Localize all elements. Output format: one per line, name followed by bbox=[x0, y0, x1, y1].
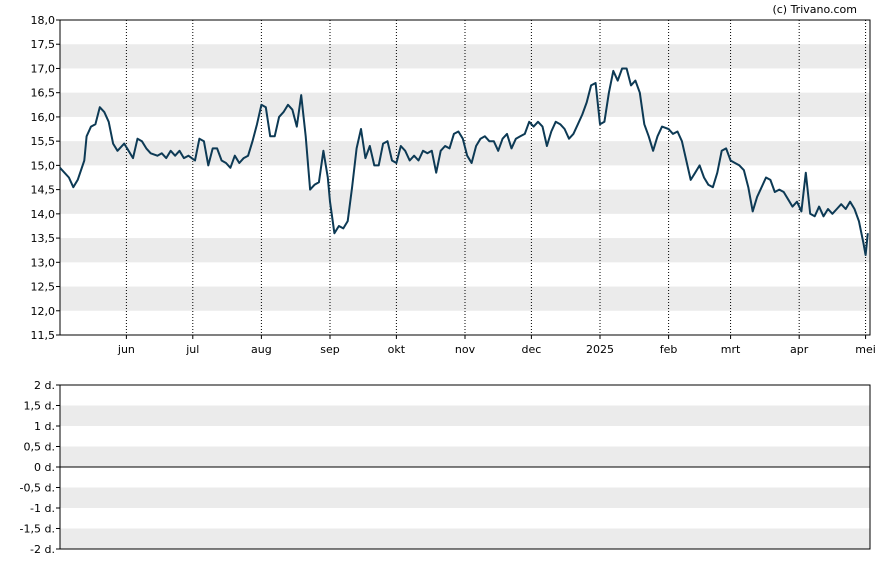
x-tick-label: sep bbox=[320, 343, 339, 356]
x-tick-label: nov bbox=[455, 343, 476, 356]
x-tick-label: mei bbox=[855, 343, 876, 356]
x-tick-label: mrt bbox=[721, 343, 741, 356]
y-tick-label: 17,5 bbox=[31, 38, 56, 51]
y-tick-label: 11,5 bbox=[31, 329, 56, 342]
grid-band bbox=[60, 238, 870, 263]
volume-chart: 2 d. 1,5 d. 1 d. 0,5 d. 0 d. -0,5 d. -1 d. -1,5… bbox=[20, 379, 871, 556]
x-tick-label: aug bbox=[251, 343, 272, 356]
credit-text: (c) Trivano.com bbox=[772, 3, 857, 16]
y-tick-label: 0,5 d. bbox=[24, 441, 55, 454]
grid-band bbox=[60, 405, 870, 426]
x-tick-label: dec bbox=[521, 343, 541, 356]
y-tick-label: 14,5 bbox=[31, 184, 56, 197]
x-tick-label: okt bbox=[388, 343, 406, 356]
x-tick-label: apr bbox=[790, 343, 809, 356]
plot-frame bbox=[59, 19, 871, 336]
y-tick-label: 2 d. bbox=[34, 379, 55, 392]
y-tick-label: 12,0 bbox=[31, 305, 56, 318]
y-tick-label: 18,0 bbox=[31, 14, 56, 27]
y-tick-label: 17,0 bbox=[31, 62, 56, 75]
y-tick-label: -2 d. bbox=[30, 543, 55, 556]
y-tick-label: 13,5 bbox=[31, 232, 56, 245]
y-tick-label: 15,0 bbox=[31, 159, 56, 172]
grid-band bbox=[60, 446, 870, 467]
y-tick-label: 12,5 bbox=[31, 281, 56, 294]
y-tick-label: -0,5 d. bbox=[20, 482, 55, 495]
grid-band bbox=[60, 487, 870, 508]
y-tick-label: 14,0 bbox=[31, 208, 56, 221]
y-tick-label: -1 d. bbox=[30, 502, 55, 515]
plot-frame bbox=[59, 384, 871, 550]
x-tick-label: 2025 bbox=[586, 343, 614, 356]
price-chart: 11,5 12,0 12,5 13,0 13,5 14,0 14,5 15,0 15,5 16,0… bbox=[31, 14, 876, 356]
y-tick-label: 0 d. bbox=[34, 461, 55, 474]
y-tick-label: 15,5 bbox=[31, 135, 56, 148]
y-tick-label: 13,0 bbox=[31, 256, 56, 269]
x-tick-label: feb bbox=[660, 343, 678, 356]
grid-band bbox=[60, 528, 870, 549]
y-tick-label: 16,5 bbox=[31, 87, 56, 100]
y-tick-label: 16,0 bbox=[31, 111, 56, 124]
price-series-line bbox=[59, 67, 869, 256]
y-tick-label: 1,5 d. bbox=[24, 400, 55, 413]
x-tick-label: jun bbox=[117, 343, 135, 356]
x-tick-label: jul bbox=[185, 343, 199, 356]
y-tick-label: 1 d. bbox=[34, 420, 55, 433]
y-tick-label: -1,5 d. bbox=[20, 523, 55, 536]
